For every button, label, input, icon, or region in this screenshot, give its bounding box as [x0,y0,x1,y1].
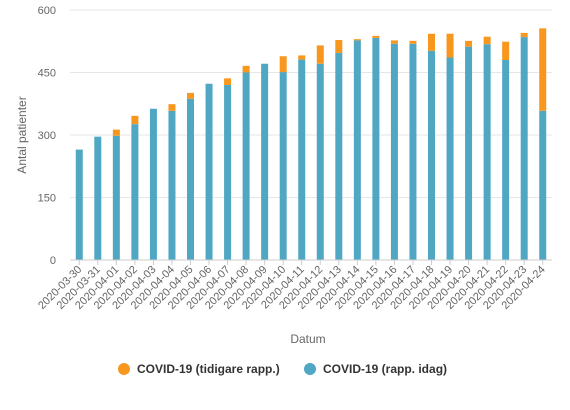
bars [75,28,547,261]
bar-rapp-idag-2020-04-22 [502,60,510,260]
bar-tidigare-rapp-2020-04-20 [465,40,473,47]
bar-tidigare-rapp-2020-04-08 [242,65,250,73]
y-tick-label: 600 [38,5,56,17]
bar-rapp-idag-2020-04-16 [390,43,398,260]
bar-rapp-idag-2020-04-21 [483,44,491,260]
bar-tidigare-rapp-2020-04-18 [428,33,435,51]
legend-marker [118,363,130,375]
gridlines [70,9,552,198]
bar-tidigare-rapp-2020-04-24 [539,28,547,111]
legend: COVID-19 (tidigare rapp.) COVID-19 (rapp.… [118,362,447,376]
bar-rapp-idag-2020-04-10 [279,72,287,260]
bar-rapp-idag-2020-04-09 [261,63,269,260]
bar-rapp-idag-2020-04-13 [335,52,343,260]
legend-label: COVID-19 (tidigare rapp.) [137,362,280,376]
bar-tidigare-rapp-2020-04-02 [131,115,139,125]
bar-rapp-idag-2020-04-12 [316,63,324,260]
bar-rapp-idag-2020-04-20 [465,46,473,260]
x-axis-ticks: 2020-03-302020-03-312020-04-012020-04-02… [36,260,548,312]
y-axis-ticks: 0 150 300 450 600 [38,5,56,267]
bar-rapp-idag-2020-04-15 [372,37,380,260]
y-tick-label: 300 [38,130,56,142]
bar-rapp-idag-2020-04-11 [298,59,306,261]
bar-tidigare-rapp-2020-04-19 [446,33,454,58]
bar-tidigare-rapp-2020-04-12 [316,45,324,64]
bar-rapp-idag-2020-03-30 [75,149,83,260]
bar-rapp-idag-2020-04-06 [205,83,213,260]
legend-label: COVID-19 (rapp. idag) [323,362,447,376]
bar-rapp-idag-2020-04-19 [446,57,454,260]
bar-rapp-idag-2020-04-05 [187,98,194,260]
bar-tidigare-rapp-2020-04-15 [372,35,380,38]
bar-tidigare-rapp-2020-04-05 [187,92,194,99]
bar-rapp-idag-2020-04-14 [353,40,361,260]
bar-rapp-idag-2020-04-02 [131,124,139,261]
bar-tidigare-rapp-2020-04-17 [409,40,417,44]
y-tick-label: 450 [38,68,56,80]
x-axis-title: Datum [290,332,325,346]
bar-rapp-idag-2020-04-17 [409,43,417,260]
bar-rapp-idag-2020-04-08 [242,72,250,260]
bar-rapp-idag-2020-04-23 [520,37,528,261]
y-tick-label: 0 [50,255,56,267]
bar-tidigare-rapp-2020-04-11 [298,55,306,60]
bar-rapp-idag-2020-04-07 [224,85,232,260]
bar-tidigare-rapp-2020-04-16 [390,40,398,44]
bar-rapp-idag-2020-03-31 [94,136,102,260]
bar-rapp-idag-2020-04-01 [112,135,120,260]
y-axis-title: Antal patienter [15,96,29,173]
y-tick-label: 150 [38,193,56,205]
bar-rapp-idag-2020-04-18 [428,50,435,261]
bar-tidigare-rapp-2020-04-01 [112,129,120,136]
bar-tidigare-rapp-2020-04-10 [279,56,287,73]
bar-tidigare-rapp-2020-04-14 [353,39,361,41]
bar-rapp-idag-2020-04-24 [539,110,547,260]
bar-rapp-idag-2020-04-03 [149,108,157,260]
legend-marker [304,363,316,375]
bar-tidigare-rapp-2020-04-13 [335,40,343,53]
bar-tidigare-rapp-2020-04-07 [224,78,232,85]
bar-tidigare-rapp-2020-04-04 [168,104,176,111]
bar-tidigare-rapp-2020-04-21 [483,36,491,45]
bar-tidigare-rapp-2020-04-23 [520,32,528,38]
bar-rapp-idag-2020-04-04 [168,110,176,260]
bar-tidigare-rapp-2020-04-22 [502,41,510,60]
